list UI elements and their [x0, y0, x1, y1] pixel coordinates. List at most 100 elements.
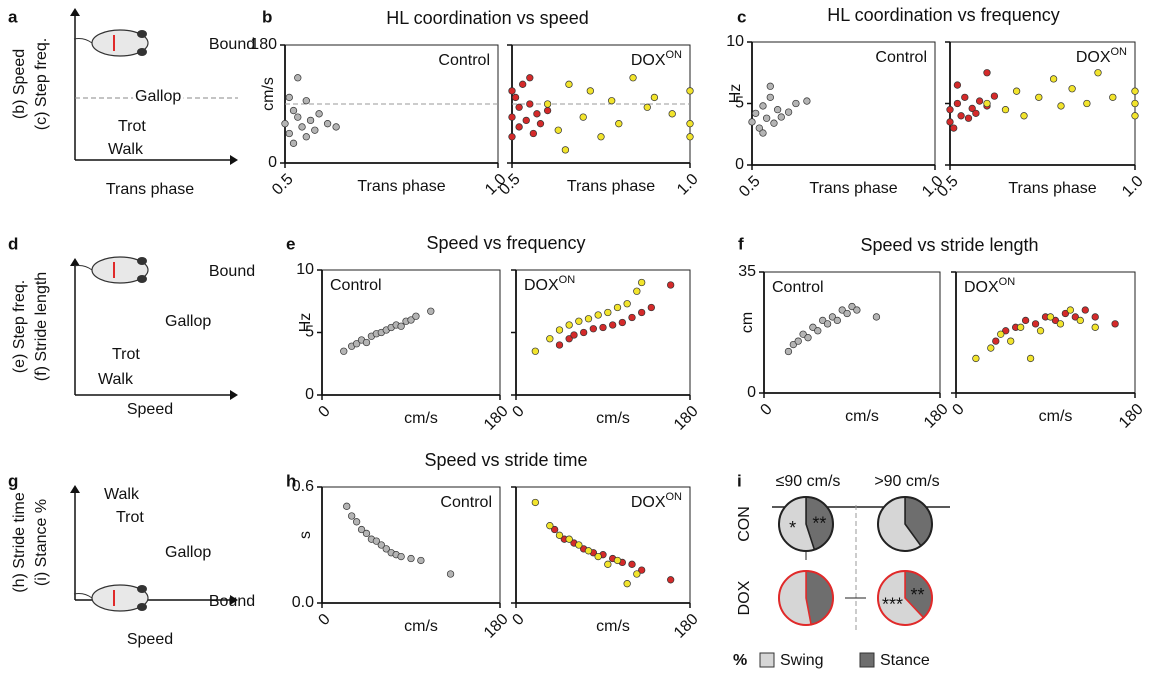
scatter-point — [667, 576, 675, 584]
x-tick-label: 1.0 — [674, 171, 702, 199]
scatter-point — [599, 323, 607, 332]
x-axis-label: Trans phase — [567, 178, 655, 195]
y-axis-label: s — [297, 531, 314, 539]
subplot-label-text: Control — [440, 494, 492, 511]
x-axis-label: Trans phase — [1008, 180, 1096, 197]
scatter-point — [285, 93, 293, 102]
scatter-point — [565, 335, 573, 343]
row-label: DOX — [736, 580, 753, 615]
scatter-point — [789, 340, 797, 349]
scatter-point — [957, 112, 965, 120]
x-axis-label: Speed — [127, 631, 173, 648]
legend-swatch — [759, 652, 775, 668]
scatter-point — [794, 337, 802, 345]
scatter-point — [803, 97, 811, 105]
mouse-ear — [137, 257, 147, 265]
panel-letter: i — [737, 471, 742, 490]
scatter-point — [551, 525, 559, 534]
y-axis-label: (h) Stride time — [11, 492, 28, 593]
subplot-label-text: Control — [875, 49, 927, 66]
scatter-point — [515, 103, 523, 111]
scatter-point — [546, 335, 554, 343]
scatter-point — [565, 80, 573, 88]
scatter-point — [762, 114, 771, 122]
gait-label: Bound — [209, 263, 255, 280]
scatter-point — [770, 119, 778, 127]
mouse-tail — [73, 38, 93, 44]
scatter-point — [633, 287, 641, 295]
scatter-point — [946, 118, 954, 126]
panel-letter: c — [737, 7, 746, 26]
x-tick-label: 0 — [509, 611, 527, 629]
panel-letter: e — [286, 234, 295, 253]
scatter-point — [1081, 306, 1089, 314]
subplot-label-sup: ON — [559, 274, 576, 286]
scatter-point — [629, 74, 637, 82]
panel-letter: a — [8, 7, 18, 26]
scatter-point — [340, 347, 348, 355]
scatter-point — [555, 326, 564, 334]
scatter-point — [554, 126, 562, 134]
scatter-point — [615, 120, 623, 128]
scatter-point — [427, 307, 435, 315]
gait-label: Walk — [108, 141, 144, 158]
scatter-point — [804, 334, 812, 342]
scatter-point — [792, 99, 800, 108]
scatter-point — [748, 118, 756, 126]
scatter-point — [311, 126, 319, 134]
scatter-point — [289, 139, 298, 147]
scatter-point — [362, 338, 371, 347]
scatter-point — [833, 316, 841, 325]
scatter-point — [555, 531, 564, 539]
scatter-point — [628, 560, 636, 568]
gait-label: Gallop — [135, 88, 181, 105]
y-tick-label: 0 — [305, 386, 314, 403]
scatter-point — [623, 300, 631, 308]
scatter-point — [315, 110, 323, 118]
scatter-point — [565, 321, 573, 329]
axis-arrow — [70, 8, 80, 16]
scatter-point — [332, 123, 340, 131]
scatter-point — [508, 87, 516, 95]
scatter-point — [565, 535, 573, 543]
y-tick-label: 0.0 — [292, 594, 314, 611]
scatter-point — [848, 302, 856, 311]
y-axis-label: (b) Speed — [11, 49, 28, 119]
scatter-point — [526, 100, 534, 108]
scatter-point — [1061, 309, 1070, 318]
scatter-point — [784, 108, 793, 116]
scatter-point — [755, 124, 763, 132]
x-tick-label: 0.5 — [736, 173, 764, 201]
panel-letter: f — [738, 234, 744, 253]
scatter-point — [799, 330, 807, 338]
scatter-point — [1002, 327, 1010, 335]
scatter-point — [1056, 320, 1065, 328]
gait-label: Trot — [112, 346, 140, 363]
x-tick-label: 0 — [315, 403, 333, 421]
scatter-point — [1131, 99, 1139, 108]
gait-label: Trot — [116, 509, 144, 526]
scatter-point — [397, 322, 405, 330]
y-tick-label: 5 — [735, 95, 744, 112]
subplot-label-text: DOX — [631, 494, 666, 511]
subplot-label-sup: ON — [666, 491, 683, 503]
significance: *** — [882, 595, 903, 615]
pie-edge — [877, 496, 933, 552]
scatter-point — [529, 129, 538, 138]
scatter-point — [536, 120, 545, 128]
y-axis-label: (f) Stride length — [33, 272, 50, 381]
significance: ** — [812, 514, 826, 534]
scatter-point — [975, 97, 984, 105]
scatter-point — [352, 340, 361, 348]
scatter-point — [667, 281, 675, 289]
x-axis-label: cm/s — [404, 618, 438, 635]
scatter-point — [843, 309, 851, 318]
scatter-point — [412, 312, 420, 320]
scatter-point — [352, 518, 361, 526]
scatter-point — [604, 308, 612, 317]
scatter-point — [623, 580, 631, 588]
scatter-point — [555, 341, 564, 349]
scatter-point — [1031, 320, 1040, 328]
legend-swatch — [859, 652, 875, 668]
